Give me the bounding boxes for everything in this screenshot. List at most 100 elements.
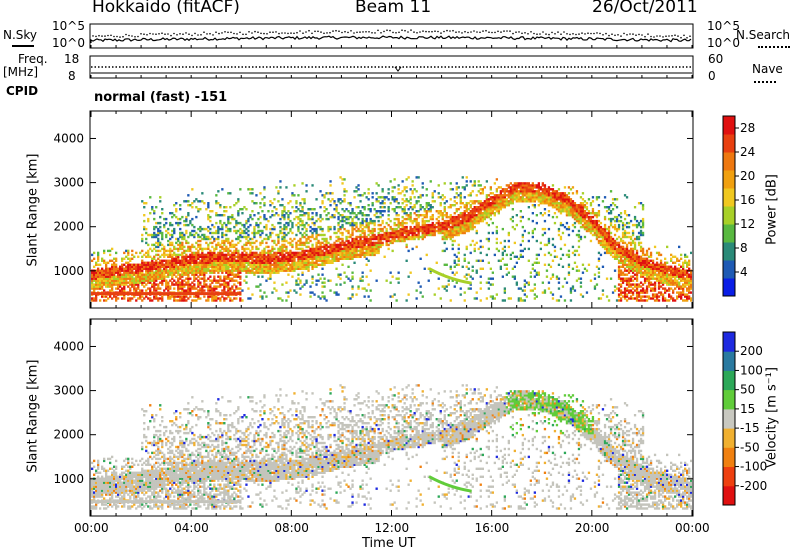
power-cell (331, 253, 334, 257)
power-cell (149, 261, 152, 264)
power-cell (483, 214, 486, 217)
power-cell (247, 247, 250, 251)
power-cell (161, 265, 164, 268)
power-cell (447, 223, 450, 227)
power-cell (129, 289, 132, 292)
power-cell (323, 297, 326, 300)
power-cell (93, 279, 96, 282)
power-cell (549, 202, 553, 205)
power-cell (221, 255, 224, 258)
power-cell (361, 271, 364, 274)
power-cell (593, 225, 597, 229)
power-cell (469, 223, 472, 227)
power-cell (283, 225, 286, 229)
power-cell (315, 247, 318, 251)
power-cell (157, 287, 160, 290)
power-cell (127, 249, 130, 253)
power-cell (503, 196, 506, 199)
power-cell (519, 196, 522, 199)
power-cell (423, 233, 426, 237)
power-cell (127, 263, 130, 266)
power-cell (507, 245, 510, 249)
power-cell (223, 206, 226, 209)
power-cell (247, 241, 250, 245)
power-cell (257, 271, 260, 274)
power-cell (339, 249, 342, 253)
power-cell (495, 229, 498, 233)
power-cell (165, 265, 168, 268)
power-cell (165, 279, 168, 282)
power-cell (561, 202, 565, 205)
power-cell (157, 253, 160, 257)
power-cell (219, 251, 222, 255)
noise-freq-panels (89, 23, 694, 79)
power-cell (379, 237, 382, 241)
power-cell (417, 229, 420, 233)
power-cell (365, 245, 368, 249)
power-cell (507, 231, 510, 235)
power-cell (299, 241, 302, 245)
power-cell (591, 233, 595, 237)
power-cell (543, 291, 547, 294)
power-cell (163, 255, 166, 258)
power-cell (579, 215, 583, 219)
power-cell (141, 267, 144, 270)
power-cell (409, 235, 412, 239)
power-cell (195, 253, 198, 257)
power-cell (159, 215, 162, 219)
power-cell (207, 229, 210, 233)
power-cell (161, 297, 164, 300)
power-cell (447, 206, 450, 209)
power-cell (249, 188, 252, 191)
power-cell (467, 202, 470, 205)
power-cell (277, 251, 280, 255)
power-cell (111, 283, 114, 286)
power-cell (173, 257, 176, 260)
power-cell (301, 206, 304, 209)
power-cell (351, 293, 354, 296)
power-cell (213, 267, 216, 270)
power-cell (521, 249, 524, 253)
power-cell (485, 198, 488, 201)
power-cell (579, 206, 583, 209)
power-cell (197, 233, 200, 237)
power-cell (135, 299, 138, 302)
power-cell (135, 275, 138, 278)
power-cell (355, 253, 358, 257)
power-cell (411, 206, 414, 209)
power-cell (209, 265, 212, 268)
power-cell (377, 251, 380, 255)
power-cell (413, 225, 416, 229)
power-cell (371, 202, 374, 205)
power-cell (111, 275, 114, 278)
power-cell (323, 194, 326, 197)
power-cell (217, 237, 220, 241)
power-cell (501, 299, 504, 302)
power-cell (201, 285, 204, 288)
power-cell (213, 225, 216, 229)
power-cell (237, 214, 240, 217)
power-cell (337, 257, 340, 260)
power-cell (281, 269, 284, 272)
power-cell (259, 259, 262, 262)
power-cell (365, 221, 368, 225)
power-cell (365, 196, 368, 199)
power-cell (215, 279, 218, 282)
power-cell (105, 263, 108, 266)
power-cell (153, 297, 156, 300)
power-cell (513, 198, 516, 201)
power-cell (509, 192, 512, 195)
power-cell (481, 214, 484, 217)
power-cell (113, 273, 116, 276)
power-cell (539, 192, 542, 195)
power-cell (351, 247, 354, 251)
nave-tick-low: 0 (708, 69, 716, 83)
power-cell (193, 251, 196, 255)
power-cell (485, 214, 488, 217)
power-cell (569, 287, 573, 290)
power-cell (145, 202, 148, 205)
power-cell (215, 265, 218, 268)
power-cell (91, 253, 94, 257)
power-cell (129, 277, 132, 280)
power-cell (503, 299, 506, 302)
